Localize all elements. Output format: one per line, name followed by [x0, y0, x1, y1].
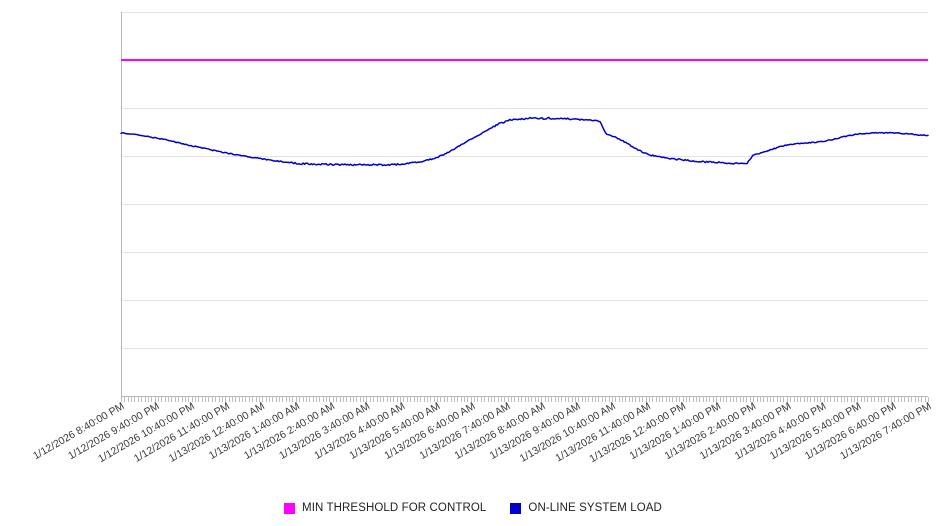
x-axis-minor-ticks — [121, 397, 929, 402]
legend-label-online-system-load: ON-LINE SYSTEM LOAD — [528, 502, 662, 514]
x-axis-tick-labels: 1/12/2026 8:40:00 PM1/12/2026 9:40:00 PM… — [31, 400, 933, 465]
legend-swatch-magenta-icon — [284, 502, 296, 514]
legend-item-online-system-load[interactable]: ON-LINE SYSTEM LOAD — [510, 502, 662, 514]
line-chart-plot: 1/12/2026 8:40:00 PM1/12/2026 9:40:00 PM… — [31, 12, 934, 465]
online-system-load-line — [120, 116, 929, 167]
chart-legend: MIN THRESHOLD FOR CONTROL ON-LINE SYSTEM… — [0, 498, 946, 518]
legend-swatch-blue-icon — [510, 502, 522, 514]
legend-item-min-threshold[interactable]: MIN THRESHOLD FOR CONTROL — [284, 502, 486, 514]
legend-label-min-threshold: MIN THRESHOLD FOR CONTROL — [302, 502, 487, 514]
horizontal-gridlines — [121, 12, 928, 349]
